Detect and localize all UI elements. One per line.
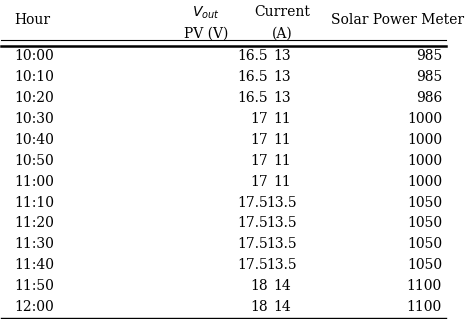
Text: 11:20: 11:20 — [15, 217, 55, 230]
Text: 13: 13 — [273, 49, 291, 63]
Text: 1000: 1000 — [407, 112, 442, 126]
Text: 986: 986 — [416, 91, 442, 105]
Text: 14: 14 — [273, 300, 291, 314]
Text: 11:50: 11:50 — [15, 279, 55, 293]
Text: 17.5: 17.5 — [237, 237, 268, 251]
Text: 17: 17 — [251, 154, 268, 168]
Text: 1000: 1000 — [407, 133, 442, 147]
Text: 17.5: 17.5 — [237, 258, 268, 272]
Text: 17.5: 17.5 — [237, 196, 268, 210]
Text: 1050: 1050 — [407, 237, 442, 251]
Text: 1100: 1100 — [407, 279, 442, 293]
Text: 11: 11 — [273, 154, 291, 168]
Text: 18: 18 — [251, 300, 268, 314]
Text: $V_{out}$: $V_{out}$ — [192, 4, 220, 21]
Text: 13: 13 — [273, 70, 291, 84]
Text: 1100: 1100 — [407, 300, 442, 314]
Text: 18: 18 — [251, 279, 268, 293]
Text: 1050: 1050 — [407, 196, 442, 210]
Text: 10:50: 10:50 — [15, 154, 55, 168]
Text: 14: 14 — [273, 279, 291, 293]
Text: 12:00: 12:00 — [15, 300, 55, 314]
Text: 11:10: 11:10 — [15, 196, 55, 210]
Text: 13.5: 13.5 — [266, 237, 297, 251]
Text: 11:30: 11:30 — [15, 237, 55, 251]
Text: 16.5: 16.5 — [238, 49, 268, 63]
Text: 16.5: 16.5 — [238, 70, 268, 84]
Text: 17.5: 17.5 — [237, 217, 268, 230]
Text: 13.5: 13.5 — [266, 196, 297, 210]
Text: 17: 17 — [251, 174, 268, 189]
Text: 16.5: 16.5 — [238, 91, 268, 105]
Text: (A): (A) — [272, 26, 292, 40]
Text: 17: 17 — [251, 133, 268, 147]
Text: 11:00: 11:00 — [15, 174, 55, 189]
Text: 1050: 1050 — [407, 217, 442, 230]
Text: 10:20: 10:20 — [15, 91, 55, 105]
Text: 985: 985 — [416, 70, 442, 84]
Text: Hour: Hour — [15, 13, 51, 27]
Text: 13.5: 13.5 — [266, 258, 297, 272]
Text: 985: 985 — [416, 49, 442, 63]
Text: 11: 11 — [273, 174, 291, 189]
Text: 1000: 1000 — [407, 174, 442, 189]
Text: 11: 11 — [273, 133, 291, 147]
Text: 11:40: 11:40 — [15, 258, 55, 272]
Text: 1000: 1000 — [407, 154, 442, 168]
Text: 1050: 1050 — [407, 258, 442, 272]
Text: 17: 17 — [251, 112, 268, 126]
Text: 10:30: 10:30 — [15, 112, 55, 126]
Text: 11: 11 — [273, 112, 291, 126]
Text: Current: Current — [254, 5, 310, 19]
Text: 13: 13 — [273, 91, 291, 105]
Text: Solar Power Meter: Solar Power Meter — [331, 13, 464, 27]
Text: 13.5: 13.5 — [266, 217, 297, 230]
Text: 10:10: 10:10 — [15, 70, 55, 84]
Text: PV (V): PV (V) — [184, 26, 228, 40]
Text: 10:00: 10:00 — [15, 49, 55, 63]
Text: 10:40: 10:40 — [15, 133, 55, 147]
